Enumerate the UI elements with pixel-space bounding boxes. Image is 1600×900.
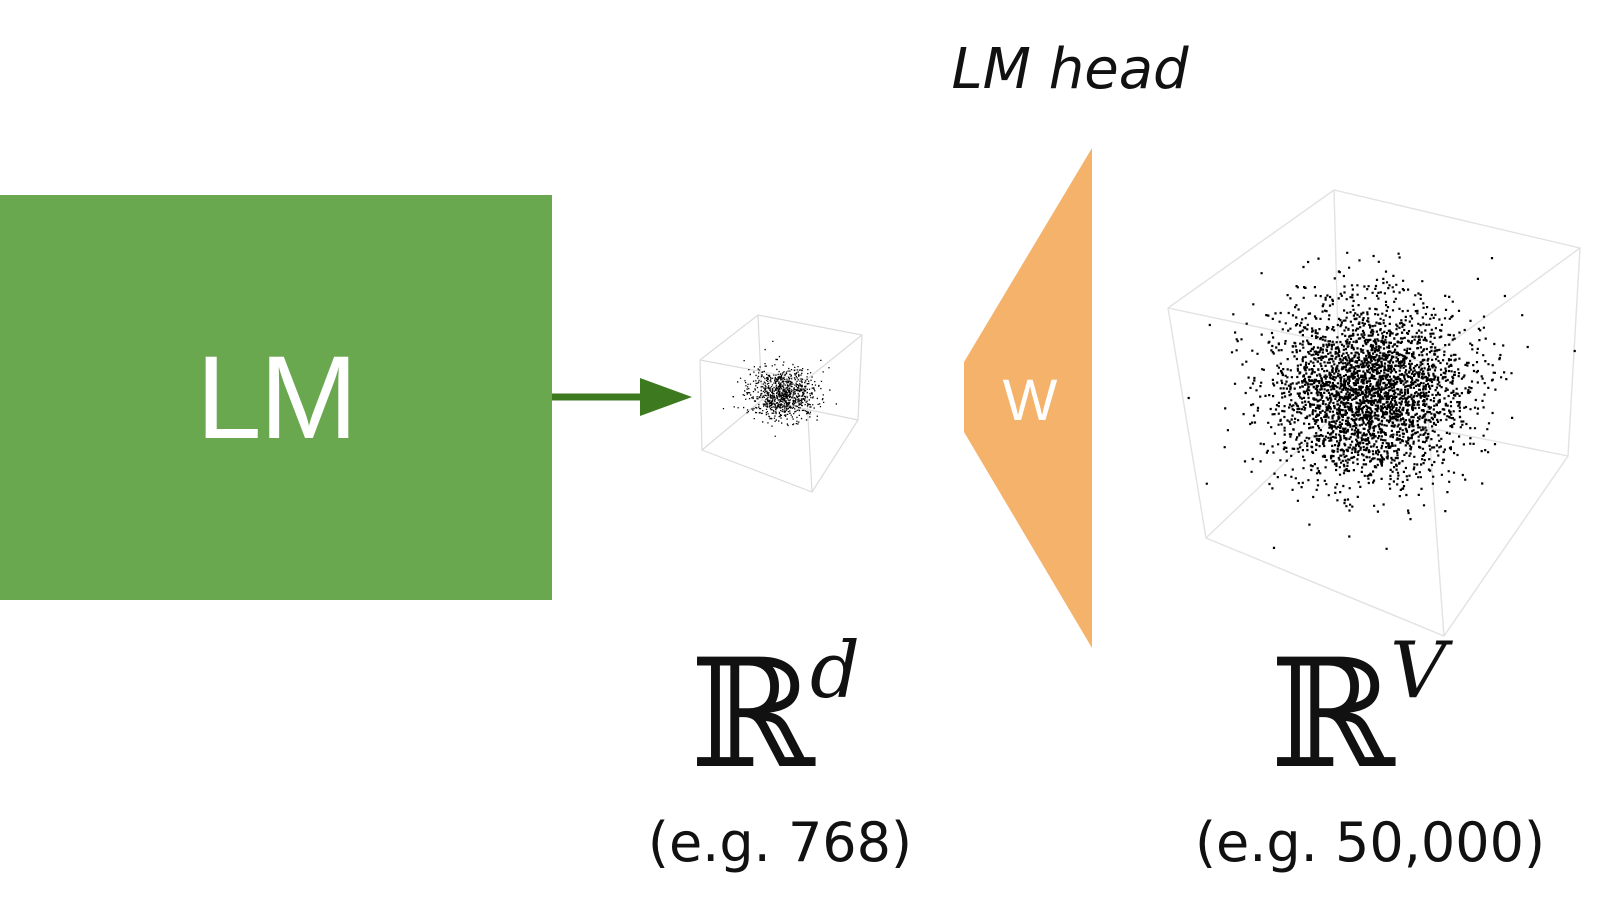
vocab-point-cloud: [1187, 251, 1576, 550]
lm-head-trapezoid: [964, 148, 1092, 648]
hidden-point-cloud: [722, 340, 837, 437]
language-model-label: LM: [196, 331, 358, 464]
arrow-head: [640, 378, 692, 416]
hidden-space-example: (e.g. 768): [647, 811, 913, 874]
vocab-space-symbol: ℝ: [1270, 628, 1395, 802]
hidden-space-cube: [699, 314, 863, 493]
vocab-space-exponent: V: [1390, 626, 1447, 716]
vocab-space-label: ℝ V: [1270, 628, 1510, 802]
hidden-space-exponent: d: [810, 626, 860, 716]
weight-matrix-label: W: [1003, 368, 1058, 433]
language-model-block: LM: [0, 195, 552, 600]
hidden-space-label: ℝ d: [690, 628, 890, 802]
hidden-space-symbol: ℝ: [690, 628, 815, 802]
lm-head-title: LM head: [951, 37, 1189, 102]
output-arrow: [552, 378, 692, 416]
lm-head-shape: [964, 148, 1092, 648]
vocab-space-example: (e.g. 50,000): [1194, 811, 1546, 874]
